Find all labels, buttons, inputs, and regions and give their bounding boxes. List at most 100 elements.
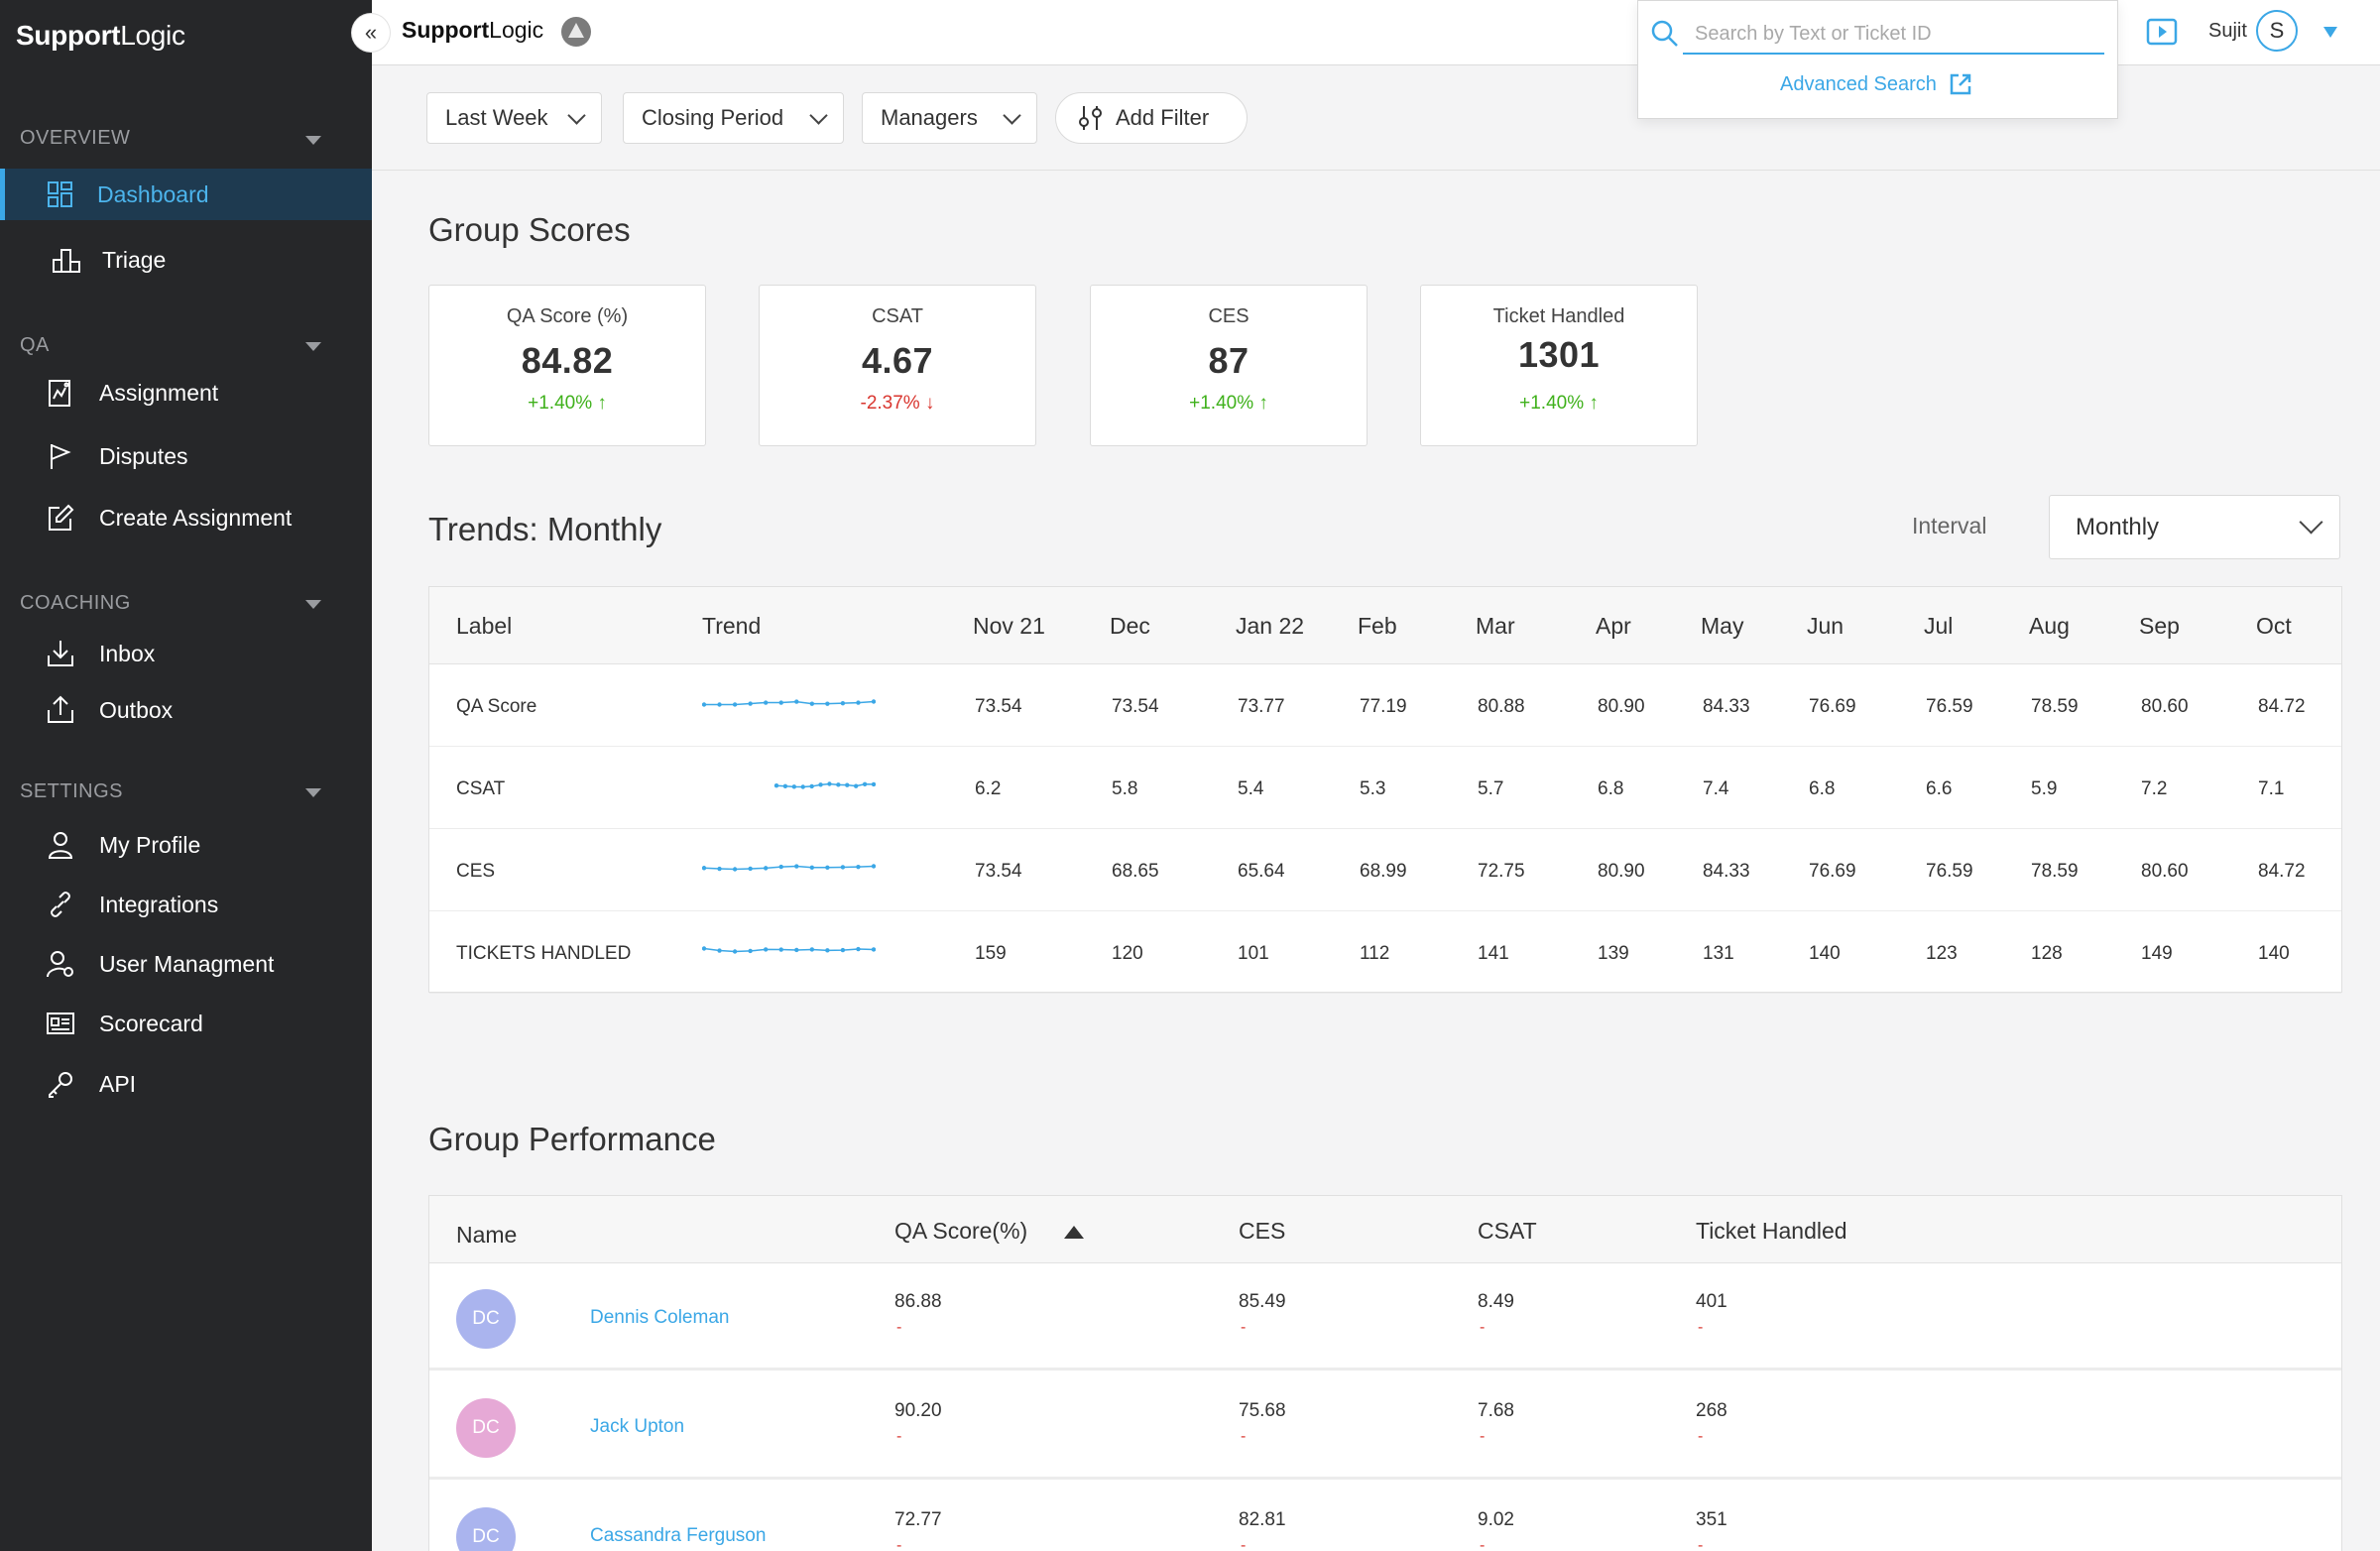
score-card-delta: -2.37% ↓ xyxy=(860,393,935,414)
sparkline-point xyxy=(840,865,846,870)
chevron-down-icon xyxy=(1003,106,1021,125)
flag-icon xyxy=(44,439,77,473)
filter-label: Managers xyxy=(881,105,978,130)
sparkline-point xyxy=(825,948,830,953)
sidebar-item-inbox[interactable]: Inbox xyxy=(0,628,372,679)
agent-name-link[interactable]: Jack Upton xyxy=(590,1416,685,1437)
collapse-sidebar-button[interactable]: « xyxy=(352,14,390,52)
sidebar-item-my-profile[interactable]: My Profile xyxy=(0,819,372,871)
agent-name-link[interactable]: Cassandra Ferguson xyxy=(590,1525,767,1546)
external-link-icon xyxy=(1950,73,1971,95)
table-row: QA Score 73.54 73.54 73.77 77.19 80.88 80.90 84… xyxy=(429,664,2341,747)
sort-ascending-icon[interactable] xyxy=(1064,1226,1084,1239)
user-menu-caret-icon[interactable] xyxy=(2323,27,2337,38)
table-cell: 84.33 xyxy=(1703,696,1750,717)
sidebar-item-assignment[interactable]: Assignment xyxy=(0,367,372,418)
column-header-csat[interactable]: CSAT xyxy=(1478,1218,1537,1244)
sidebar-item-integrations[interactable]: Integrations xyxy=(0,879,372,930)
sparkline-point xyxy=(778,700,783,705)
interval-label: Interval xyxy=(1912,513,1987,538)
column-header: Mar xyxy=(1476,613,1515,639)
trend-sparkline xyxy=(702,699,876,707)
managers-dropdown[interactable]: Managers xyxy=(862,92,1037,144)
table-cell: 73.77 xyxy=(1238,696,1285,717)
table-cell: 7.1 xyxy=(2258,778,2285,799)
avatar[interactable]: S xyxy=(2256,10,2298,52)
table-cell: 80.60 xyxy=(2141,696,2189,717)
sparkline-point xyxy=(856,864,861,870)
video-icon[interactable] xyxy=(2146,18,2178,46)
sidebar-item-dashboard[interactable]: Dashboard xyxy=(0,169,372,220)
closing-period-dropdown[interactable]: Closing Period xyxy=(623,92,844,144)
coaching-collapse-icon[interactable] xyxy=(305,600,321,609)
settings-collapse-icon[interactable] xyxy=(305,788,321,797)
overview-collapse-icon[interactable] xyxy=(305,136,321,145)
row-label: TICKETS HANDLED xyxy=(456,943,632,964)
table-cell: 73.54 xyxy=(1112,696,1159,717)
link-icon xyxy=(44,888,77,921)
agent-name-link[interactable]: Dennis Coleman xyxy=(590,1307,730,1328)
trends-table-header: Label Trend Nov 21 Dec Jan 22 Feb Mar Apr May Jun… xyxy=(429,587,2341,664)
sliders-icon xyxy=(1079,106,1102,130)
score-card-ces: CES 87 +1.40% ↑ xyxy=(1090,285,1368,446)
sparkline-point xyxy=(778,864,783,870)
sidebar-item-label: Assignment xyxy=(99,379,219,406)
score-card-value: 87 xyxy=(1208,340,1250,381)
sparkline-point xyxy=(748,866,753,872)
search-input[interactable] xyxy=(1683,15,2104,55)
qa-collapse-icon[interactable] xyxy=(305,342,321,351)
column-header: Sep xyxy=(2139,613,2180,639)
sidebar-brand-logo: SupportLogic xyxy=(16,20,185,51)
sparkline-point xyxy=(809,865,815,870)
column-header: May xyxy=(1701,613,1744,639)
sidebar-item-triage[interactable]: Triage xyxy=(0,234,372,286)
trend-sparkline xyxy=(702,946,876,954)
avatar: DC xyxy=(456,1289,516,1349)
column-header-name[interactable]: Name xyxy=(456,1222,518,1248)
score-card-title: Ticket Handled xyxy=(1492,305,1625,327)
sparkline-point xyxy=(818,782,823,787)
search-panel: Advanced Search xyxy=(1637,0,2118,119)
sparkline-point xyxy=(717,702,722,707)
advanced-search-label: Advanced Search xyxy=(1780,72,1937,95)
user-icon xyxy=(44,828,77,862)
table-cell: 141 xyxy=(1478,943,1509,964)
sparkline-point xyxy=(825,701,830,706)
table-cell: 84.72 xyxy=(2258,861,2306,882)
sidebar-item-user-management[interactable]: User Managment xyxy=(0,938,372,990)
column-header-ticket-handled[interactable]: Ticket Handled xyxy=(1696,1218,1847,1244)
sidebar-item-api[interactable]: API xyxy=(0,1058,372,1110)
interval-select[interactable]: Monthly xyxy=(2049,495,2340,559)
sparkline-point xyxy=(794,699,799,704)
sidebar-item-create-assignment[interactable]: Create Assignment xyxy=(0,492,372,543)
sparkline-point xyxy=(856,700,861,705)
table-cell: 72.75 xyxy=(1478,861,1525,882)
sparkline-point xyxy=(840,700,846,706)
sparkline-point xyxy=(871,864,876,869)
sparkline-point xyxy=(871,947,876,952)
cell-delta: - xyxy=(896,1537,902,1551)
sparkline-point xyxy=(748,948,753,954)
column-header-qa-score[interactable]: QA Score(%) xyxy=(894,1218,1028,1244)
add-filter-button[interactable]: Add Filter xyxy=(1055,92,1248,144)
sidebar-item-scorecard[interactable]: Scorecard xyxy=(0,998,372,1049)
cell-tickets: 268 xyxy=(1696,1400,1727,1421)
column-header-ces[interactable]: CES xyxy=(1239,1218,1286,1244)
table-cell: 73.54 xyxy=(975,861,1022,882)
sidebar-item-label: Integrations xyxy=(99,891,219,917)
assignment-icon xyxy=(44,376,77,410)
table-cell: 68.99 xyxy=(1360,861,1407,882)
score-card-qa: QA Score (%) 84.82 +1.40% ↑ xyxy=(428,285,706,446)
sparkline-point xyxy=(800,784,805,789)
table-cell: 101 xyxy=(1238,943,1269,964)
sparkline-point xyxy=(809,783,814,789)
advanced-search-link[interactable]: Advanced Search xyxy=(1780,72,1972,96)
column-header: Nov 21 xyxy=(973,613,1045,639)
sidebar-item-outbox[interactable]: Outbox xyxy=(0,684,372,736)
sparkline-point xyxy=(763,947,769,952)
cell-qa: 86.88 xyxy=(894,1291,942,1312)
user-name[interactable]: Sujit xyxy=(2208,20,2247,42)
column-header: Apr xyxy=(1596,613,1631,639)
period-filter-dropdown[interactable]: Last Week xyxy=(426,92,602,144)
sidebar-item-disputes[interactable]: Disputes xyxy=(0,430,372,482)
